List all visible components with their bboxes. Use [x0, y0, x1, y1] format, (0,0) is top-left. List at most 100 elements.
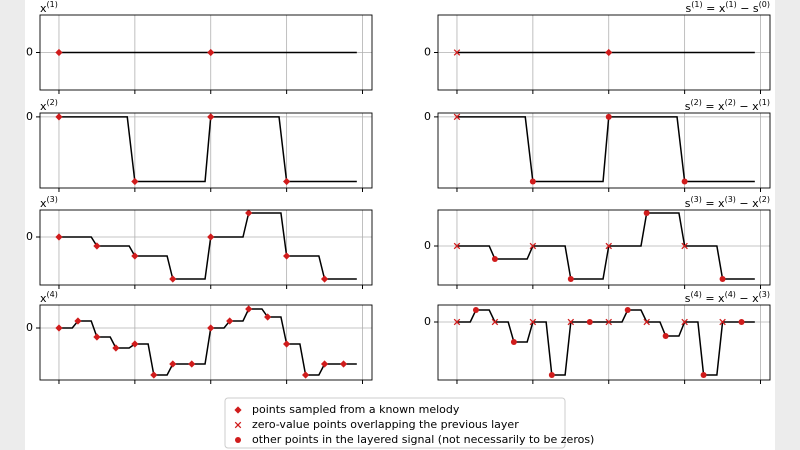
axes-frame — [437, 209, 771, 286]
x-stroke — [719, 318, 726, 326]
panel-title: x(1)​ — [40, 0, 58, 15]
diamond-marker — [283, 177, 291, 186]
legend-label: zero-value points overlapping the previo… — [252, 418, 519, 431]
title-superscript: (2) — [47, 98, 58, 107]
dot-marker — [548, 372, 555, 378]
title-text: x — [40, 197, 47, 210]
diamond-marker — [207, 113, 215, 121]
x-marker — [719, 318, 726, 326]
title-superscript: (3) — [725, 195, 736, 204]
diamond-marker — [150, 371, 158, 379]
x-stroke — [453, 242, 461, 250]
title-text: − x — [736, 100, 759, 113]
panel-title: x(4)​ — [40, 290, 58, 306]
signal-line — [58, 308, 357, 376]
signal-line — [456, 309, 755, 376]
diamond-marker — [207, 48, 215, 57]
panel-title: s(1)​ = x(1)​ − s(0)​ — [686, 0, 770, 15]
title-superscript: (2) — [691, 98, 702, 107]
axes-frame — [39, 304, 373, 381]
dot-marker — [472, 307, 479, 313]
signal-line — [58, 116, 357, 183]
title-superscript: (3) — [691, 195, 702, 204]
dot-marker — [719, 276, 726, 282]
diamond-marker — [55, 324, 63, 332]
diamond-marker — [283, 340, 291, 348]
panel-title: s(2)​ = x(2)​ − x(1)​ — [685, 98, 770, 114]
x-marker — [643, 318, 650, 326]
diamond-marker — [112, 344, 120, 352]
title-text: − x — [736, 197, 759, 210]
diamond-marker — [207, 233, 215, 241]
title-text: − x — [736, 292, 759, 305]
x-marker — [605, 242, 613, 250]
axes-frame — [39, 209, 373, 286]
x-marker — [453, 49, 461, 56]
x-stroke — [491, 318, 499, 326]
y-tick-label: 0 — [424, 46, 431, 59]
y-tick-label: 0 — [26, 46, 33, 59]
dot-marker — [586, 319, 593, 325]
diamond-marker — [264, 313, 272, 321]
x-marker — [567, 318, 575, 326]
x-stroke — [567, 318, 575, 326]
x-stroke — [681, 242, 688, 250]
title-text: x — [40, 100, 47, 113]
diamond-marker — [93, 333, 101, 341]
title-superscript: (1) — [691, 0, 702, 9]
dot-marker — [681, 178, 688, 185]
y-tick-label: 0 — [26, 230, 33, 243]
dot-marker — [510, 339, 517, 345]
x-stroke — [234, 421, 242, 429]
signal-line — [456, 212, 755, 280]
dot-marker — [624, 307, 631, 313]
legend-label: points sampled from a known melody — [252, 403, 460, 416]
title-text: − s — [737, 2, 759, 15]
diamond-marker — [188, 360, 196, 368]
title-superscript: (3) — [759, 290, 770, 299]
dot-marker — [605, 113, 612, 120]
diamond-marker — [605, 48, 613, 57]
x-stroke — [643, 318, 650, 326]
title-text: = x — [702, 100, 725, 113]
diamond-marker — [169, 360, 177, 368]
y-tick-label: 0 — [26, 110, 33, 123]
dot-marker — [643, 210, 650, 216]
x-stroke — [453, 113, 461, 121]
title-superscript: (3) — [47, 195, 58, 204]
title-text: s — [685, 100, 691, 113]
panel-title: s(3)​ = x(3)​ − x(2)​ — [685, 195, 770, 211]
x-marker — [491, 318, 499, 326]
title-text: = x — [702, 197, 725, 210]
panel-title: x(3)​ — [40, 195, 58, 211]
x-marker — [681, 242, 688, 250]
signal-line — [456, 116, 755, 183]
x-marker — [453, 113, 461, 121]
title-superscript: (1) — [47, 0, 58, 9]
dot-marker — [700, 372, 707, 378]
panel-title: x(2)​ — [40, 98, 58, 114]
dot-marker — [529, 178, 536, 185]
diamond-marker — [131, 340, 139, 348]
x-stroke — [605, 318, 613, 326]
dot-marker — [235, 437, 241, 443]
x-marker — [605, 318, 613, 326]
diamond-marker — [283, 252, 291, 260]
x-stroke — [453, 49, 461, 56]
diamond-marker — [339, 360, 348, 368]
title-superscript: (4) — [47, 290, 58, 299]
dot-marker — [491, 256, 498, 262]
title-superscript: (4) — [691, 290, 702, 299]
dot-marker — [738, 319, 745, 325]
title-superscript: (2) — [759, 195, 770, 204]
title-text: = x — [703, 2, 726, 15]
x-stroke — [529, 242, 537, 250]
diamond-marker — [226, 317, 234, 325]
x-marker — [681, 318, 688, 326]
diamond-marker — [74, 317, 82, 325]
y-tick-label: 0 — [424, 110, 431, 123]
title-text: x — [40, 2, 47, 15]
figure-background — [25, 0, 775, 450]
